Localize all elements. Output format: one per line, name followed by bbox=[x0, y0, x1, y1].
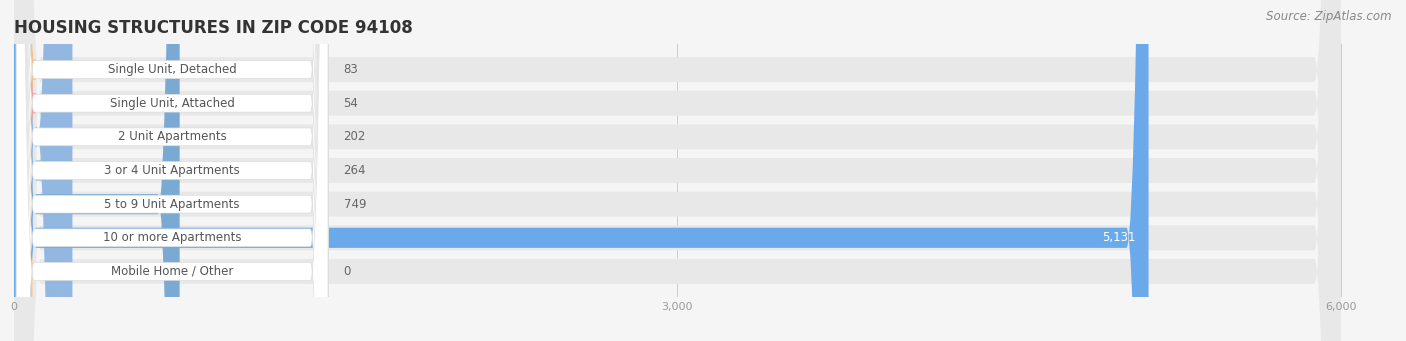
Text: 749: 749 bbox=[343, 198, 366, 211]
FancyBboxPatch shape bbox=[17, 0, 328, 341]
FancyBboxPatch shape bbox=[17, 0, 328, 341]
FancyBboxPatch shape bbox=[17, 0, 328, 341]
FancyBboxPatch shape bbox=[14, 0, 1149, 341]
Text: Source: ZipAtlas.com: Source: ZipAtlas.com bbox=[1267, 10, 1392, 23]
Text: HOUSING STRUCTURES IN ZIP CODE 94108: HOUSING STRUCTURES IN ZIP CODE 94108 bbox=[14, 19, 413, 37]
FancyBboxPatch shape bbox=[17, 0, 328, 341]
Text: Single Unit, Detached: Single Unit, Detached bbox=[108, 63, 236, 76]
Text: Single Unit, Attached: Single Unit, Attached bbox=[110, 97, 235, 110]
Text: 0: 0 bbox=[343, 265, 352, 278]
FancyBboxPatch shape bbox=[14, 0, 1341, 341]
Text: 83: 83 bbox=[343, 63, 359, 76]
Text: 264: 264 bbox=[343, 164, 366, 177]
FancyBboxPatch shape bbox=[14, 0, 73, 341]
FancyBboxPatch shape bbox=[14, 0, 1341, 341]
Text: 2 Unit Apartments: 2 Unit Apartments bbox=[118, 130, 226, 143]
Text: 5 to 9 Unit Apartments: 5 to 9 Unit Apartments bbox=[104, 198, 240, 211]
Text: 5,131: 5,131 bbox=[1102, 231, 1135, 244]
Text: 54: 54 bbox=[343, 97, 359, 110]
FancyBboxPatch shape bbox=[14, 0, 1341, 341]
FancyBboxPatch shape bbox=[14, 0, 180, 341]
Text: Mobile Home / Other: Mobile Home / Other bbox=[111, 265, 233, 278]
FancyBboxPatch shape bbox=[14, 0, 1341, 341]
FancyBboxPatch shape bbox=[14, 0, 1341, 341]
FancyBboxPatch shape bbox=[17, 0, 328, 341]
FancyBboxPatch shape bbox=[10, 0, 37, 341]
FancyBboxPatch shape bbox=[17, 0, 328, 341]
FancyBboxPatch shape bbox=[14, 0, 1341, 341]
Text: 3 or 4 Unit Apartments: 3 or 4 Unit Apartments bbox=[104, 164, 240, 177]
FancyBboxPatch shape bbox=[4, 0, 37, 341]
FancyBboxPatch shape bbox=[14, 0, 59, 341]
FancyBboxPatch shape bbox=[17, 0, 328, 341]
Text: 10 or more Apartments: 10 or more Apartments bbox=[103, 231, 242, 244]
FancyBboxPatch shape bbox=[14, 0, 1341, 341]
Text: 202: 202 bbox=[343, 130, 366, 143]
